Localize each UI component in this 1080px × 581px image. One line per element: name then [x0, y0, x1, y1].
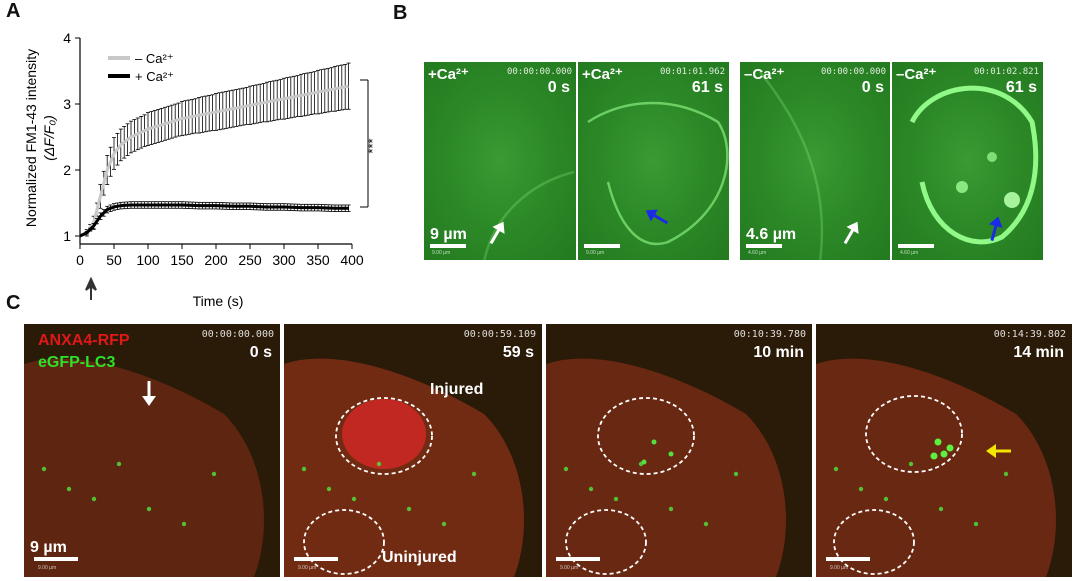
scale-bar-label: 9 µm — [430, 226, 467, 243]
time-label: 0 s — [547, 79, 570, 96]
scale-bar — [826, 557, 870, 561]
uninjured-label: Uninjured — [382, 549, 457, 566]
stimulus-arrow — [85, 276, 97, 300]
series-minus-ca — [79, 62, 351, 238]
series-line — [79, 84, 349, 238]
frame-condition-label: +Ca²⁺ — [582, 66, 623, 83]
legend-egfp-lc3: eGFP-LC3 — [38, 354, 116, 371]
cell-body — [546, 358, 786, 577]
micrograph-c-3: 00:10:39.780 10 min 9.00 µm — [546, 324, 812, 577]
significance-stars: *** — [365, 138, 380, 153]
scale-bar — [898, 244, 934, 248]
y-tick-label: 4 — [63, 30, 71, 46]
timestamp: 00:00:00.000 — [506, 67, 572, 77]
injured-region-outline — [865, 395, 963, 473]
y-tick-label: 2 — [63, 162, 71, 178]
y-axis-label-line1: Normalized FM1-43 intensity — [23, 49, 39, 227]
time-label: 14 min — [1013, 344, 1064, 361]
frame-condition-label: –Ca²⁺ — [744, 66, 785, 83]
scale-bar — [34, 557, 78, 561]
cell-outline — [909, 85, 1039, 245]
x-tick-label: 150 — [170, 252, 194, 268]
micrograph-b-2: +Ca²⁺ 00:01:01.962 61 s 9.00 µm — [578, 62, 729, 260]
micrograph-b-1: +Ca²⁺ 00:00:00.000 0 s 9.00 µm 9 µm — [424, 62, 576, 260]
series-plus-ca — [79, 201, 351, 238]
time-label: 0 s — [249, 344, 272, 361]
x-tick-label: 300 — [272, 252, 296, 268]
x-tick-label: 250 — [238, 252, 262, 268]
micrograph-b-4: –Ca²⁺ 00:01:02.821 61 s 4.60 µm — [892, 62, 1043, 260]
x-tick-label: 400 — [340, 252, 364, 268]
timestamp: 00:14:39.802 — [993, 329, 1066, 340]
legend-anxa4-rfp: ANXA4-RFP — [38, 332, 130, 349]
panel-a-letter: A — [6, 0, 21, 22]
cell-outline — [483, 170, 575, 260]
panel-c-letter: C — [6, 292, 21, 314]
scale-bar — [430, 244, 466, 248]
cell-body — [816, 358, 1056, 577]
injured-label: Injured — [430, 381, 484, 398]
y-axis-label-line2: (ΔF/F₀) — [41, 115, 57, 161]
x-axis-label: Time (s) — [193, 293, 244, 309]
scale-bar — [746, 244, 782, 248]
yellow-arrow — [986, 444, 1011, 458]
time-label: 0 s — [861, 79, 884, 96]
legend-label: – Ca²⁺ — [135, 51, 174, 66]
scale-bar-label: 4.6 µm — [746, 226, 797, 243]
timestamp: 00:00:59.109 — [463, 329, 536, 340]
scale-bar-small-text: 9.00 µm — [38, 565, 57, 571]
scale-bar-small-text: 4.60 µm — [900, 250, 919, 256]
cell-body — [24, 358, 264, 577]
time-label: 59 s — [502, 344, 534, 361]
white-arrow — [142, 381, 156, 406]
uninjured-region-outline — [833, 509, 915, 575]
series-line — [79, 203, 349, 238]
scale-bar-small-text: 9.00 µm — [586, 250, 605, 256]
scale-bar-small-text: 9.00 µm — [432, 250, 451, 256]
legend-label: + Ca²⁺ — [135, 69, 174, 84]
micrograph-c-2: 00:00:59.109 59 s 9.00 µm Injured Uninjured — [284, 324, 542, 577]
time-label: 61 s — [1005, 79, 1037, 96]
scale-bar-small-text: 9.00 µm — [298, 565, 317, 571]
x-tick-label: 200 — [204, 252, 228, 268]
scale-bar — [584, 244, 620, 248]
panel-b-letter: B — [393, 2, 408, 24]
injured-region-outline — [335, 397, 433, 475]
blue-arrow — [645, 209, 669, 225]
injured-region-outline — [597, 397, 695, 475]
timestamp: 00:10:39.780 — [733, 329, 806, 340]
time-label: 61 s — [691, 79, 723, 96]
time-label: 10 min — [753, 344, 804, 361]
frame-condition-label: +Ca²⁺ — [428, 66, 469, 83]
micrograph-c-1: 00:00:00.000 0 s 9.00 µm 9 µm ANXA4-RFP eGFP-… — [24, 324, 280, 577]
micrograph-b-3: –Ca²⁺ 00:00:00.000 0 s 4.60 µm 4.6 µm — [740, 62, 890, 260]
scale-bar-small-text: 9.00 µm — [560, 565, 579, 571]
white-arrow — [843, 221, 859, 245]
cell-outline — [759, 71, 824, 260]
timestamp: 00:00:00.000 — [820, 67, 886, 77]
x-tick-label: 0 — [76, 252, 84, 268]
fm143-line-chart: Normalized FM1-43 intensity (ΔF/F₀) Time… — [23, 30, 380, 309]
x-tick-label: 100 — [136, 252, 160, 268]
scale-bar-small-text: 4.60 µm — [748, 250, 767, 256]
x-tick-label: 350 — [306, 252, 330, 268]
scale-bar — [294, 557, 338, 561]
x-tick-label: 50 — [106, 252, 122, 268]
timestamp: 00:00:00.000 — [201, 329, 274, 340]
blue-arrow — [989, 216, 1003, 241]
uninjured-region-outline — [565, 509, 647, 575]
timestamp: 00:01:01.962 — [659, 67, 725, 77]
scale-bar-label: 9 µm — [30, 539, 67, 556]
cell-outline — [587, 101, 729, 246]
uninjured-region-outline — [303, 509, 385, 575]
y-tick-label: 1 — [63, 228, 71, 244]
micrograph-c-4: 00:14:39.802 14 min 9.00 µm — [816, 324, 1072, 577]
scale-bar-small-text: 9.00 µm — [830, 565, 849, 571]
y-tick-label: 3 — [63, 96, 71, 112]
timestamp: 00:01:02.821 — [973, 67, 1039, 77]
frame-condition-label: –Ca²⁺ — [896, 66, 937, 83]
white-arrow — [489, 221, 505, 245]
scale-bar — [556, 557, 600, 561]
cell-body — [284, 358, 524, 577]
